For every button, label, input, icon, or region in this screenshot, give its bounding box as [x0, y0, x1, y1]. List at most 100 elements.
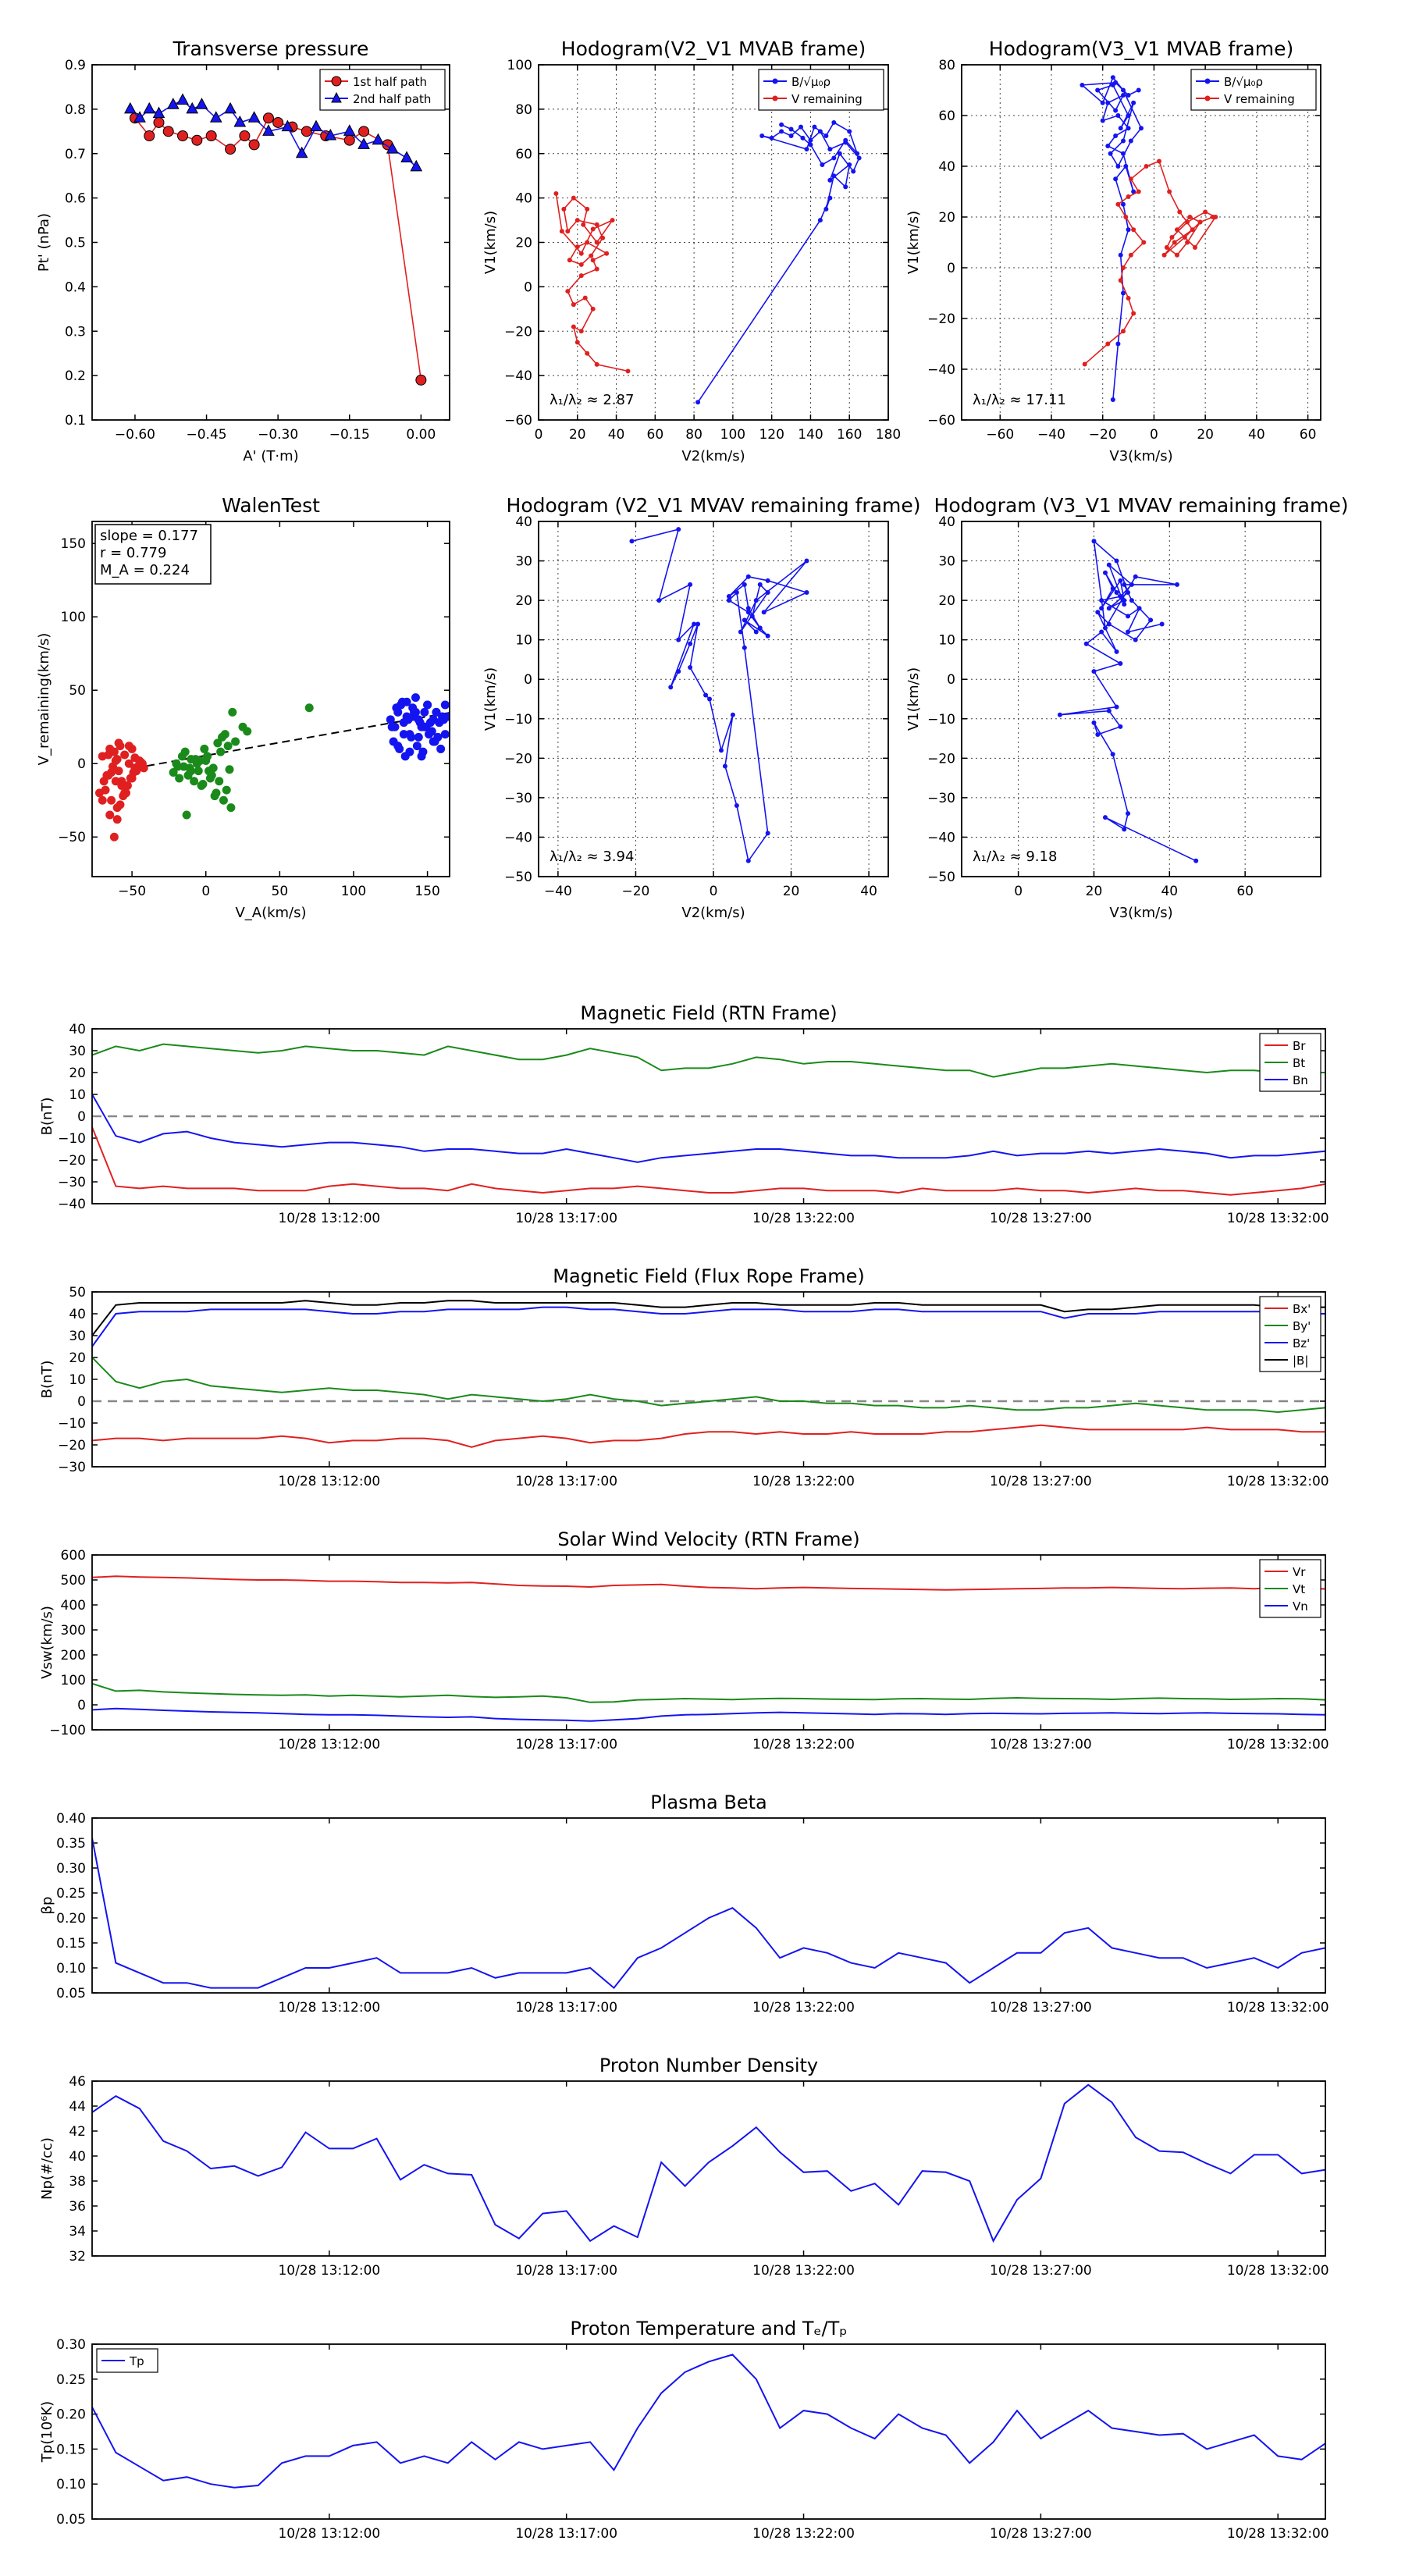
y-tick-label: −30: [58, 1175, 86, 1190]
data-point: [1126, 296, 1131, 301]
legend-label: 2nd half path: [353, 92, 431, 106]
data-point: [695, 400, 701, 405]
data-point: [753, 629, 759, 635]
y-axis-label: B(nT): [39, 1361, 55, 1399]
data-point: [215, 777, 224, 786]
data-point: [175, 774, 184, 783]
plot-frame: [91, 1554, 1326, 1731]
data-point: [1115, 164, 1121, 169]
data-point: [1103, 570, 1108, 575]
data-point: [1123, 164, 1129, 169]
y-tick-label: −20: [504, 751, 532, 767]
data-point: [1121, 290, 1126, 296]
data-point: [123, 781, 132, 790]
chart-title: WalenTest: [222, 494, 320, 517]
stats-line: M_A = 0.224: [100, 562, 190, 578]
x-tick-label: 10/28 13:27:00: [990, 1474, 1092, 1489]
data-point: [1115, 201, 1121, 207]
data-point: [415, 374, 427, 386]
y-tick-label: 0.15: [56, 1936, 86, 1952]
x-tick-label: 100: [341, 884, 366, 899]
x-tick-label: 10/28 13:22:00: [752, 2263, 855, 2279]
x-axis-label: V_A(km/s): [235, 905, 306, 921]
y-tick-label: −30: [927, 791, 955, 806]
y-tick-label: 50: [69, 683, 86, 699]
data-point: [117, 777, 126, 786]
data-point: [239, 130, 251, 141]
data-point: [358, 126, 370, 137]
plot-frame: [91, 1817, 1326, 1994]
data-point: [745, 610, 751, 615]
data-point: [1122, 598, 1127, 603]
data-point: [1126, 126, 1131, 131]
y-tick-label: 60: [938, 109, 955, 124]
data-point: [703, 692, 709, 698]
chart-title: Proton Number Density: [599, 2055, 818, 2076]
data-point: [1185, 219, 1190, 225]
data-point: [1211, 215, 1215, 219]
data-point: [581, 222, 586, 227]
data-point: [304, 703, 314, 713]
data-point: [804, 590, 809, 595]
legend-label: |B|: [1293, 1354, 1308, 1368]
legend-marker: [772, 95, 778, 101]
chart-title: Solar Wind Velocity (RTN Frame): [557, 1528, 859, 1550]
data-point: [692, 621, 697, 627]
data-point: [1136, 87, 1141, 93]
data-point: [1185, 240, 1190, 245]
plot-area: [1080, 75, 1218, 402]
data-point: [827, 147, 833, 152]
plot-frame: [91, 521, 450, 877]
legend-marker: [331, 76, 342, 87]
data-point: [1099, 598, 1104, 603]
chart-transverse_pressure: Transverse pressure 0.1 0.2 0.3 0.4 0.5 0.6 0.7…: [36, 37, 450, 464]
data-point: [1121, 329, 1126, 334]
data-point: [1121, 265, 1126, 270]
data-point: [808, 137, 813, 143]
x-tick-label: −20: [621, 884, 649, 899]
data-point: [594, 240, 599, 245]
data-point: [1121, 93, 1126, 98]
chart-mag_rtn: Magnetic Field (RTN Frame) −40 −30 −20 −10 0 1…: [39, 1002, 1329, 1226]
data-point: [386, 715, 395, 724]
chart-hodo_v3_mvab: Hodogram(V3_V1 MVAB frame) −60 −40 −20 0 20 40…: [905, 37, 1321, 464]
data-point: [194, 767, 203, 776]
data-point: [143, 101, 156, 114]
y-tick-label: 20: [69, 1066, 86, 1081]
data-point: [574, 340, 580, 345]
data-point: [262, 112, 274, 124]
data-point: [1110, 397, 1115, 402]
data-point: [757, 625, 763, 631]
legend-label: B/√μ₀ρ: [1224, 75, 1263, 89]
data-point: [827, 195, 833, 201]
y-tick-label: 40: [69, 1307, 86, 1322]
data-point: [847, 129, 852, 134]
y-tick-label: 0.20: [56, 1911, 86, 1927]
x-tick-label: 10/28 13:27:00: [990, 2263, 1092, 2279]
y-tick-label: −10: [58, 1131, 86, 1147]
y-tick-label: 42: [69, 2124, 86, 2140]
legend-label: Bz': [1293, 1336, 1310, 1350]
y-tick-label: 36: [69, 2199, 86, 2215]
data-point: [718, 748, 724, 753]
data-point: [571, 195, 576, 201]
data-point: [1131, 311, 1136, 316]
series-line-Bz': [92, 1306, 1325, 1347]
data-point: [800, 135, 806, 141]
data-point: [408, 712, 418, 721]
data-point: [1105, 100, 1111, 105]
data-point: [688, 582, 693, 587]
data-point: [226, 803, 236, 813]
x-tick-label: 10/28 13:17:00: [515, 1211, 617, 1226]
data-point: [1122, 827, 1127, 832]
data-point: [109, 832, 119, 841]
data-point: [124, 101, 137, 114]
data-point: [186, 101, 199, 114]
y-tick-label: −10: [504, 712, 532, 728]
x-tick-label: 0: [1014, 884, 1023, 899]
data-point: [213, 738, 222, 748]
legend-label: Vt: [1293, 1582, 1305, 1596]
data-point: [411, 693, 420, 703]
data-point: [1121, 151, 1126, 156]
data-point: [1129, 582, 1134, 587]
